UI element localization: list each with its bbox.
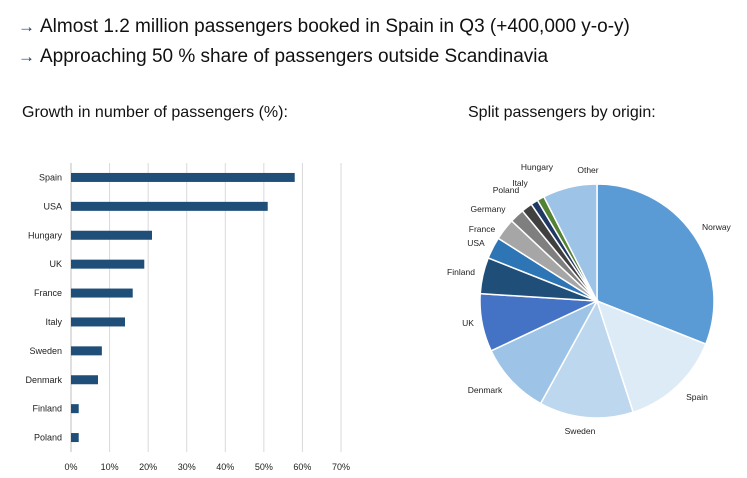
slice-label: Other	[577, 165, 598, 175]
bullet-item: → Approaching 50 % share of passengers o…	[18, 42, 630, 72]
category-label: Italy	[45, 317, 62, 327]
bullet-text: Approaching 50 % share of passengers out…	[40, 46, 549, 67]
pie-slice	[539, 299, 635, 419]
x-tick-label: 40%	[216, 462, 234, 472]
x-tick-label: 20%	[139, 462, 157, 472]
x-tick-label: 30%	[178, 462, 196, 472]
bullet-item: → Almost 1.2 million passengers booked i…	[18, 12, 630, 42]
bar	[71, 201, 268, 211]
category-label: USA	[43, 201, 62, 211]
bar	[71, 404, 79, 414]
slice-label: USA	[467, 238, 485, 248]
category-label: Sweden	[29, 346, 62, 356]
bar	[71, 230, 152, 240]
category-label: Hungary	[28, 230, 63, 240]
bullet-list: → Almost 1.2 million passengers booked i…	[18, 12, 630, 72]
pie-slice	[596, 183, 715, 346]
slice-label: Norway	[702, 222, 732, 232]
x-tick-label: 50%	[255, 462, 273, 472]
category-label: UK	[49, 259, 62, 269]
pie-slice	[542, 183, 598, 302]
bar-chart-title: Growth in number of passengers (%):	[22, 104, 288, 121]
pie-chart-title: Split passengers by origin:	[468, 104, 656, 121]
pie-slice	[490, 299, 599, 405]
category-label: Finland	[32, 404, 62, 414]
category-label: Poland	[34, 433, 62, 443]
slice-label: UK	[462, 318, 474, 328]
x-tick-label: 60%	[293, 462, 311, 472]
slice-label: Poland	[493, 185, 520, 195]
slice-label: Italy	[512, 178, 528, 188]
slice-label: Sweden	[565, 426, 596, 436]
bar	[71, 259, 145, 269]
bar	[71, 375, 98, 385]
arrow-icon: →	[18, 17, 35, 36]
arrow-icon: →	[18, 47, 35, 66]
category-label: France	[34, 288, 62, 298]
bar	[71, 317, 125, 327]
bar	[71, 288, 133, 298]
bar	[71, 433, 79, 443]
category-label: Spain	[39, 172, 62, 182]
slice-label: Denmark	[468, 385, 503, 395]
bullet-text: Almost 1.2 million passengers booked in …	[40, 16, 630, 37]
slice-label: Germany	[471, 204, 507, 214]
slice-label: France	[469, 224, 496, 234]
bar	[71, 346, 102, 356]
x-tick-label: 0%	[64, 462, 77, 472]
slice-label: Hungary	[521, 162, 554, 172]
slice-label: Spain	[686, 392, 708, 402]
category-label: Denmark	[25, 375, 62, 385]
x-tick-label: 70%	[332, 462, 350, 472]
slice-label: Finland	[447, 267, 475, 277]
x-tick-label: 10%	[101, 462, 119, 472]
bar	[71, 172, 295, 182]
